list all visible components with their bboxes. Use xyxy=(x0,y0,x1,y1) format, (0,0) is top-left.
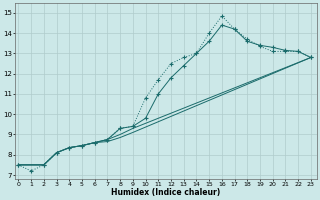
X-axis label: Humidex (Indice chaleur): Humidex (Indice chaleur) xyxy=(111,188,220,197)
